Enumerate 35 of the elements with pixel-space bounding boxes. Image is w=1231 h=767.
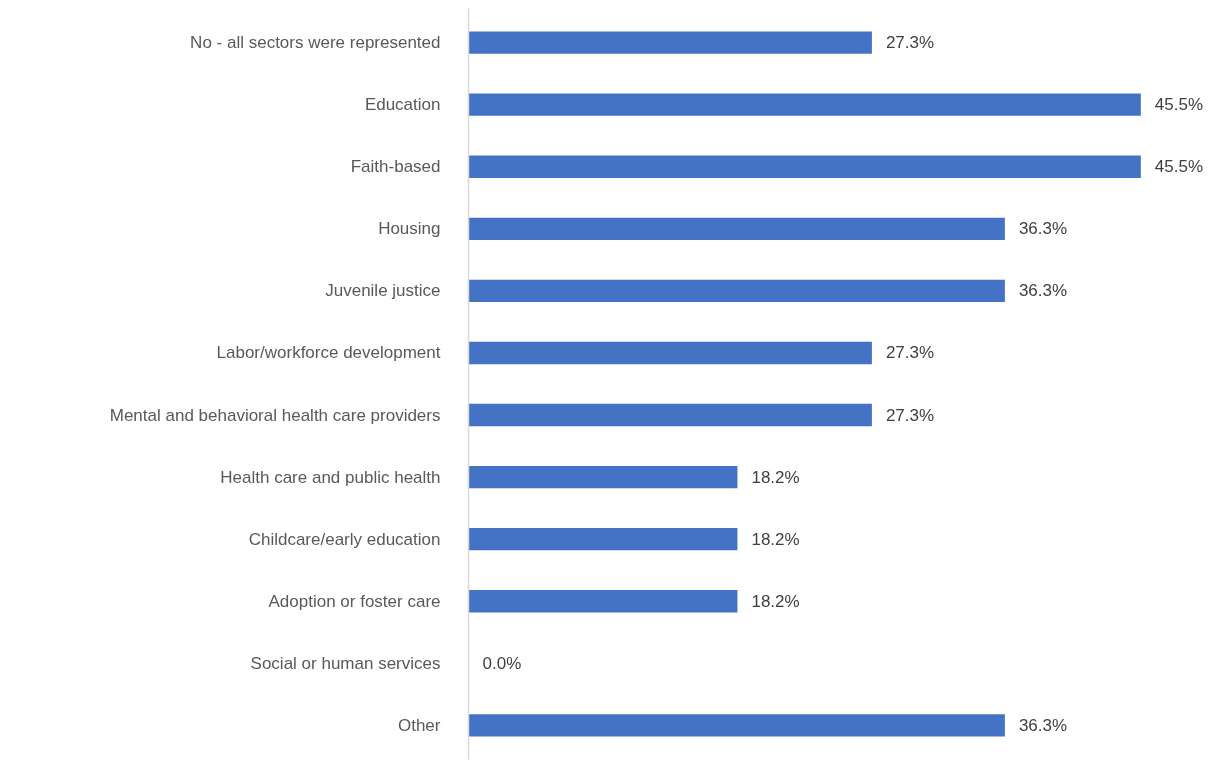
y-tick-label: Education xyxy=(364,95,441,115)
data-label: 27.3% xyxy=(885,343,935,363)
bar xyxy=(468,403,872,427)
bar xyxy=(468,590,738,613)
y-tick-label: Juvenile justice xyxy=(325,281,441,301)
y-tick-label: No - all sectors were represented xyxy=(190,33,441,53)
y-tick-label: Childcare/early education xyxy=(248,529,441,549)
data-label: 27.3% xyxy=(885,405,935,425)
data-label: 27.3% xyxy=(885,33,935,53)
data-label: 18.2% xyxy=(751,467,800,487)
y-tick-label: Faith-based xyxy=(350,157,441,177)
y-tick-label: Health care and public health xyxy=(220,467,441,487)
bar xyxy=(468,279,1005,303)
bar xyxy=(468,465,738,489)
data-label: 45.5% xyxy=(1154,157,1204,177)
bar xyxy=(468,341,872,365)
data-label: 45.5% xyxy=(1154,95,1204,115)
y-tick-label: Housing xyxy=(378,219,441,239)
bar xyxy=(468,155,1141,178)
bar xyxy=(468,527,738,551)
bar xyxy=(468,93,1141,116)
data-label: 18.2% xyxy=(751,591,800,611)
bar xyxy=(468,31,872,54)
data-label: 18.2% xyxy=(751,529,800,549)
data-label: 36.3% xyxy=(1018,219,1068,239)
data-label: 36.3% xyxy=(1018,715,1068,735)
y-tick-label: Other xyxy=(397,715,441,735)
data-label: 36.3% xyxy=(1018,281,1068,301)
y-tick-label: Mental and behavioral health care providers xyxy=(109,405,441,425)
bar xyxy=(468,714,1005,737)
data-label: 0.0% xyxy=(482,653,522,673)
y-tick-label: Labor/workforce development xyxy=(216,343,441,363)
y-tick-label: Adoption or foster care xyxy=(268,591,441,611)
y-tick-label: Social or human services xyxy=(250,653,441,673)
bar xyxy=(468,217,1005,241)
